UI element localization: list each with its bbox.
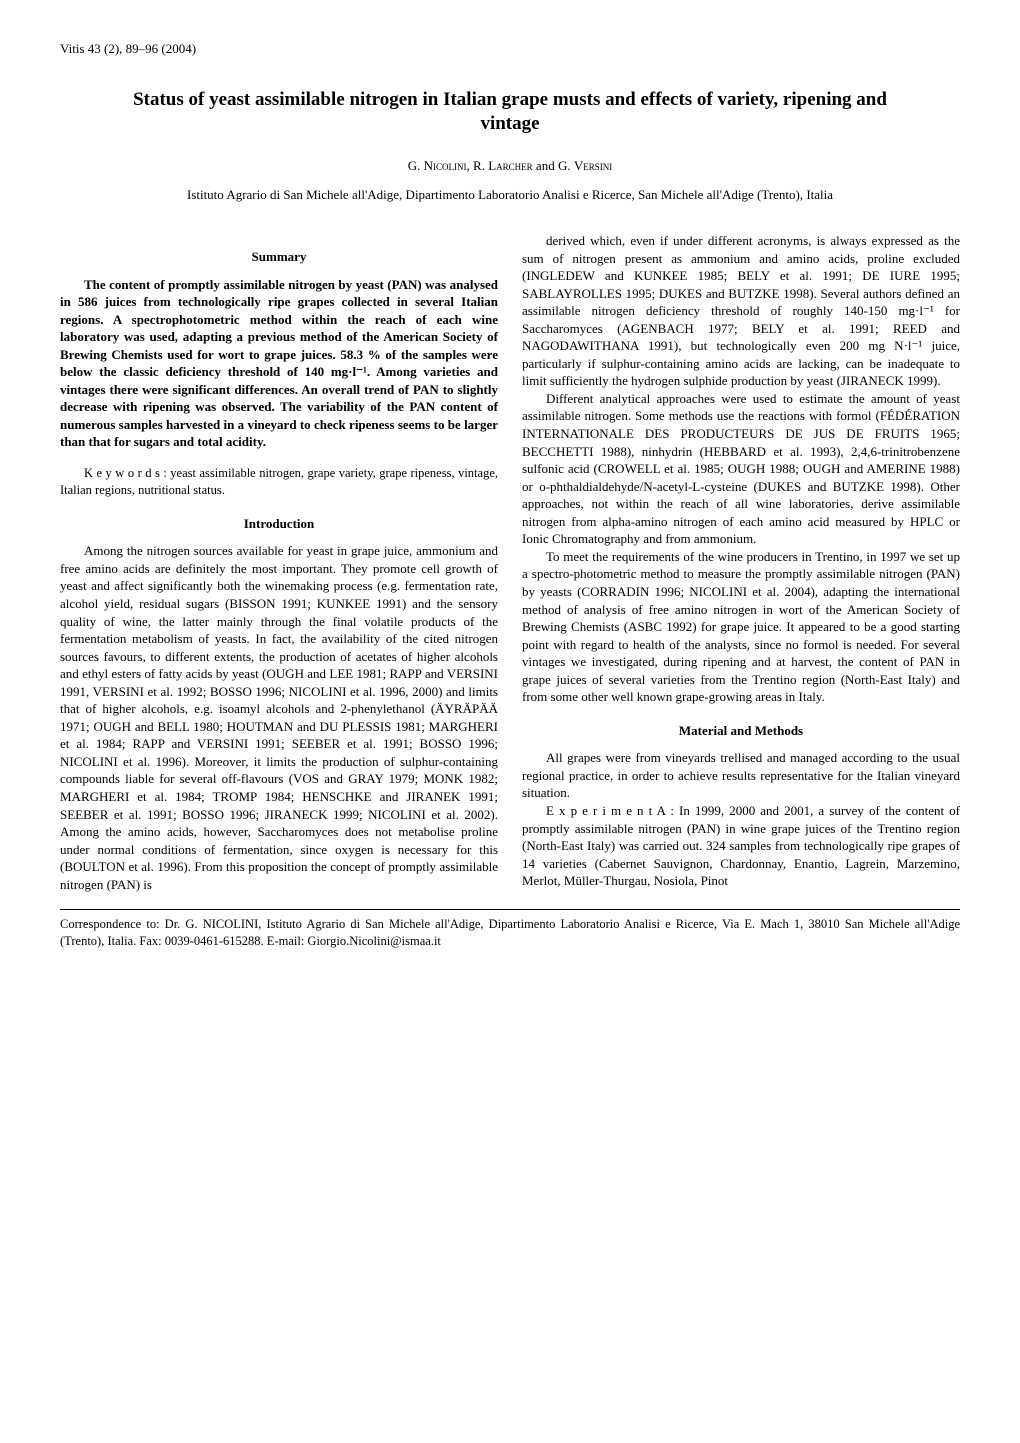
keywords-line: K e y w o r d s : yeast assimilable nitr… bbox=[60, 465, 498, 499]
affiliation: Istituto Agrario di San Michele all'Adig… bbox=[60, 186, 960, 204]
methods-heading: Material and Methods bbox=[522, 722, 960, 740]
footnote-separator bbox=[60, 909, 960, 910]
methods-paragraph-1: All grapes were from vineyards trellised… bbox=[522, 749, 960, 802]
introduction-heading: Introduction bbox=[60, 515, 498, 533]
col2-paragraph-1: derived which, even if under different a… bbox=[522, 232, 960, 390]
journal-header: Vitis 43 (2), 89–96 (2004) bbox=[60, 40, 960, 58]
author-2: Larcher bbox=[488, 158, 532, 173]
summary-heading: Summary bbox=[60, 248, 498, 266]
author-sep: , R. bbox=[467, 158, 489, 173]
methods-paragraph-2: E x p e r i m e n t A : In 1999, 2000 an… bbox=[522, 802, 960, 890]
abstract-text: The content of promptly assimilable nitr… bbox=[60, 276, 498, 451]
author-sep: and G. bbox=[533, 158, 574, 173]
author-prefix: G. bbox=[408, 158, 424, 173]
keywords-label: K e y w o r d s : bbox=[84, 466, 167, 480]
col2-paragraph-2: Different analytical approaches were use… bbox=[522, 390, 960, 548]
content-columns: Summary The content of promptly assimila… bbox=[60, 232, 960, 893]
col2-paragraph-3: To meet the requirements of the wine pro… bbox=[522, 548, 960, 706]
paper-title: Status of yeast assimilable nitrogen in … bbox=[120, 88, 900, 137]
correspondence-footnote: Correspondence to: Dr. G. NICOLINI, Isti… bbox=[60, 916, 960, 950]
authors-line: G. Nicolini, R. Larcher and G. Versini bbox=[60, 157, 960, 175]
author-1: Nicolini bbox=[424, 158, 467, 173]
author-3: Versini bbox=[574, 158, 612, 173]
intro-paragraph-1: Among the nitrogen sources available for… bbox=[60, 542, 498, 893]
